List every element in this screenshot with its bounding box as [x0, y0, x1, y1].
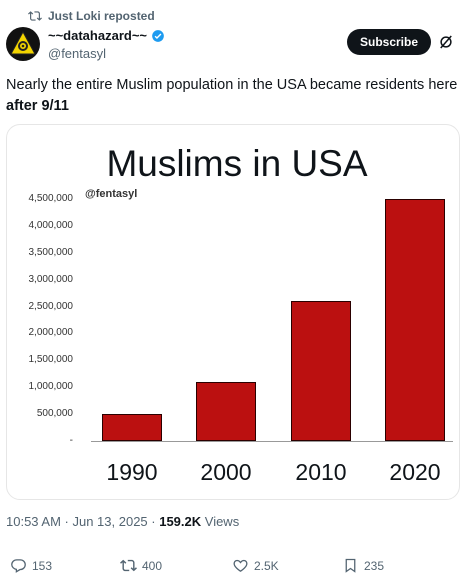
verified-badge-icon: [152, 29, 164, 42]
post-media[interactable]: Muslims in USA @fentasyl - 500,000 1,000,0…: [6, 124, 460, 500]
repost-header-text: Just Loki reposted: [48, 9, 155, 23]
reply-icon: [11, 559, 26, 573]
y-tick-label: 1,000,000: [28, 381, 74, 393]
x-tick-label: 1990: [106, 459, 158, 485]
y-tick-label: 1,500,000: [28, 354, 74, 366]
post-text-line1: Nearly the entire Muslim population in t…: [6, 77, 458, 93]
author-name[interactable]: ~~datahazard~~: [48, 28, 165, 43]
x-tick-label: 2000: [200, 459, 252, 485]
bookmark-icon: [345, 558, 356, 573]
y-tick-label: 500,000: [36, 408, 73, 420]
post-timestamp[interactable]: 10:53 AM · Jun 13, 2025 ·: [6, 514, 160, 529]
x-tick-label: 2010: [295, 459, 347, 485]
reply-count: 153: [32, 558, 53, 573]
subscribe-button[interactable]: Subscribe: [347, 29, 431, 55]
repost-header[interactable]: Just Loki reposted: [28, 9, 155, 23]
like-count: 2.5K: [254, 558, 279, 573]
bookmark-button[interactable]: 235: [342, 557, 384, 574]
repost-icon: [120, 559, 137, 572]
author-handle[interactable]: @fentasyl: [48, 46, 106, 61]
reply-button[interactable]: 153: [10, 557, 52, 574]
y-tick-label: -: [69, 435, 73, 446]
author-display-name: ~~datahazard~~: [48, 28, 147, 43]
chart-watermark: @fentasyl: [85, 188, 138, 200]
post-meta: 10:53 AM · Jun 13, 2025 · 159.2K Views: [6, 514, 239, 529]
views-count: 159.2K: [159, 514, 202, 529]
views-label: Views: [201, 514, 240, 529]
avatar[interactable]: [6, 27, 40, 61]
post-text-line2: after 9/11: [6, 98, 69, 114]
y-tick-label: 2,500,000: [28, 300, 74, 312]
bar-2010: [291, 301, 351, 441]
biohazard-logo-icon: [10, 30, 36, 55]
bookmark-count: 235: [364, 558, 385, 573]
bar-1990: [102, 414, 162, 441]
grok-icon[interactable]: [437, 33, 455, 51]
post-text: Nearly the entire Muslim population in t…: [6, 75, 458, 117]
like-button[interactable]: 2.5K: [232, 557, 279, 574]
repost-icon: [28, 11, 42, 21]
heart-icon: [233, 559, 248, 572]
x-axis-line: [91, 441, 453, 442]
repost-button[interactable]: 400: [120, 557, 162, 574]
chart-title: Muslims in USA: [106, 143, 368, 184]
y-tick-label: 3,500,000: [28, 246, 74, 258]
y-tick-label: 2,000,000: [28, 327, 74, 339]
repost-count: 400: [142, 558, 163, 573]
y-tick-label: 4,500,000: [28, 193, 74, 204]
y-tick-label: 3,000,000: [28, 273, 74, 285]
x-tick-label: 2020: [389, 459, 441, 485]
y-tick-label: 4,000,000: [28, 219, 74, 231]
bar-2000: [196, 381, 256, 441]
bar-2020: [385, 199, 445, 441]
